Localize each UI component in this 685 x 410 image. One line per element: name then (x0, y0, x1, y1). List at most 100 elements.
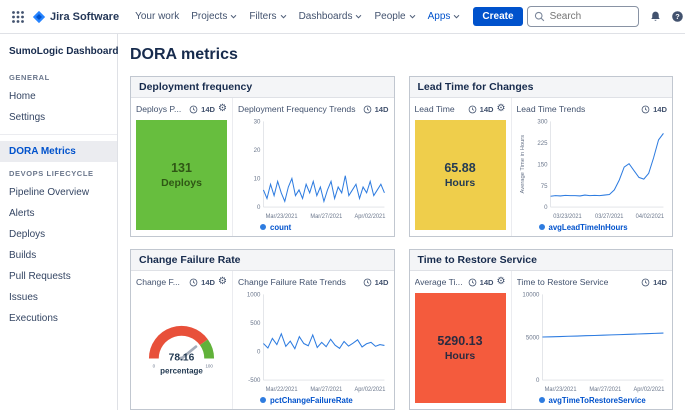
chart-title: Lead Time Trends (516, 104, 586, 114)
chart-title: Time to Restore Service (516, 277, 609, 287)
deployment-frequency-trends-chart: 0 10 20 30 Mar/23/2021 Mar/27/2021 Apr/02/2021 (254, 118, 386, 220)
svg-text:0: 0 (257, 204, 261, 211)
sidebar-item-builds[interactable]: Builds (9, 250, 37, 261)
clock-icon[interactable] (363, 105, 372, 114)
nav-label: Projects (191, 11, 228, 22)
gear-icon[interactable]: ⚙ (496, 103, 506, 114)
time-range-label[interactable]: 14D (479, 104, 494, 114)
legend-dot-icon (538, 224, 545, 230)
time-range-label[interactable]: 14D (479, 277, 494, 287)
app-name: Jira Software (50, 10, 120, 23)
svg-text:10: 10 (254, 176, 261, 183)
stat-column: Change F... 14D ⚙ 0 100 78.16 percentage (131, 271, 233, 409)
change-failure-rate-trends-chart: -500 0 500 1000 Mar/22/2021 Mar/27/2021 Apr/02… (247, 291, 386, 393)
clock-icon[interactable] (189, 278, 198, 287)
notifications-bell-icon[interactable] (646, 7, 666, 27)
clock-icon[interactable] (363, 278, 372, 287)
svg-text:Mar/27/2021: Mar/27/2021 (589, 387, 621, 393)
sidebar-heading-devops-lifecycle: DEVOPS LIFECYCLE (9, 169, 94, 178)
gauge-chart: 0 100 78.16 percentage (148, 325, 215, 376)
svg-text:Mar/23/2021: Mar/23/2021 (544, 387, 576, 393)
stat-title: Lead Time (414, 104, 455, 114)
legend-count[interactable]: count (238, 221, 389, 234)
sidebar-item-dora-metrics[interactable]: DORA Metrics (0, 141, 117, 162)
lead-time-stat-box: 65.88 Hours (414, 120, 506, 230)
svg-text:Average Time in Hours: Average Time in Hours (520, 135, 526, 194)
stat-column: Average Ti... 14D ⚙ 5290.13 Hours (410, 271, 512, 409)
clock-icon[interactable] (641, 278, 650, 287)
svg-text:04/02/2021: 04/02/2021 (635, 214, 663, 220)
legend-pct-change-failure-rate[interactable]: pctChangeFailureRate (238, 394, 389, 407)
nav-label: Your work (135, 11, 180, 22)
svg-text:Mar/27/2021: Mar/27/2021 (310, 214, 342, 220)
nav-filters[interactable]: Filters (243, 7, 292, 26)
time-range-label[interactable]: 14D (653, 104, 667, 114)
search-icon (534, 11, 545, 22)
panel-deployment-frequency: Deployment frequency Deploys P... 14D ⚙ … (130, 76, 395, 237)
sidebar-title: SumoLogic Dashboard (9, 46, 119, 57)
legend-label: avgTimeToRestoreService (548, 395, 646, 405)
clock-icon[interactable] (468, 105, 477, 114)
main-content: DORA metrics Deployment frequency Deploy… (118, 34, 685, 410)
svg-text:225: 225 (537, 140, 548, 147)
svg-text:10000: 10000 (522, 291, 539, 298)
time-range-label[interactable]: 14D (374, 277, 389, 287)
svg-text:03/23/2021: 03/23/2021 (553, 214, 581, 220)
svg-text:300: 300 (537, 118, 548, 125)
jira-logo[interactable]: Jira Software (30, 10, 127, 24)
svg-text:Apr/02/2021: Apr/02/2021 (633, 387, 664, 393)
gear-icon[interactable]: ⚙ (496, 276, 506, 287)
help-icon[interactable]: ? (668, 7, 685, 27)
nav-apps[interactable]: Apps (422, 7, 467, 26)
panel-title: Change Failure Rate (131, 250, 394, 271)
stat-column: Lead Time 14D ⚙ 65.88 Hours (410, 98, 512, 236)
legend-label: avgLeadTimeInHours (548, 222, 628, 232)
primary-nav: Your work Projects Filters Dashboards Pe… (129, 7, 466, 26)
stat-value: 5290.13 (437, 334, 483, 348)
sidebar-item-pipeline-overview[interactable]: Pipeline Overview (9, 187, 90, 198)
gear-icon[interactable]: ⚙ (218, 276, 227, 287)
svg-text:0: 0 (535, 377, 539, 384)
time-range-label[interactable]: 14D (201, 104, 216, 114)
lead-time-trends-chart: 0 75 150 225 300 03/23/2021 03/27/2021 04/02/20… (520, 118, 664, 220)
legend-avg-lead-time[interactable]: avgLeadTimeInHours (517, 221, 668, 234)
legend-dot-icon (260, 397, 266, 403)
create-button[interactable]: Create (473, 7, 523, 26)
clock-icon[interactable] (189, 105, 198, 114)
sidebar-item-executions[interactable]: Executions (9, 313, 58, 324)
nav-label: Dashboards (298, 11, 353, 22)
time-range-label[interactable]: 14D (374, 104, 389, 114)
svg-text:75: 75 (540, 183, 547, 190)
stat-title: Average Ti... (414, 277, 463, 287)
nav-dashboards[interactable]: Dashboards (293, 7, 369, 26)
sidebar-item-alerts[interactable]: Alerts (9, 208, 35, 219)
nav-people[interactable]: People (368, 7, 421, 26)
nav-projects[interactable]: Projects (185, 7, 243, 26)
svg-text:-500: -500 (248, 377, 261, 384)
gear-icon[interactable]: ⚙ (218, 103, 227, 114)
time-range-label[interactable]: 14D (201, 277, 216, 287)
sidebar-item-settings[interactable]: Settings (9, 112, 46, 123)
sidebar-heading-general: GENERAL (9, 73, 50, 82)
svg-text:0: 0 (544, 204, 548, 211)
search-input[interactable] (549, 11, 632, 22)
svg-text:78.16: 78.16 (169, 352, 195, 363)
nav-your-work[interactable]: Your work (129, 7, 185, 26)
time-range-label[interactable]: 14D (653, 277, 667, 287)
sidebar-item-deploys[interactable]: Deploys (9, 229, 46, 240)
svg-text:Apr/02/2021: Apr/02/2021 (354, 214, 385, 220)
sidebar-item-home[interactable]: Home (9, 91, 36, 102)
svg-text:Mar/22/2021: Mar/22/2021 (266, 387, 298, 393)
clock-icon[interactable] (641, 105, 650, 114)
sidebar-item-issues[interactable]: Issues (9, 292, 38, 303)
legend-avg-time-to-restore[interactable]: avgTimeToRestoreService (517, 394, 668, 407)
svg-text:30: 30 (254, 118, 261, 125)
app-switcher-icon[interactable] (8, 7, 28, 27)
search-box[interactable] (526, 6, 639, 27)
chart-column: Deployment Frequency Trends 14D 0 10 20 30 M… (233, 98, 394, 236)
clock-icon[interactable] (468, 278, 477, 287)
panel-lead-time-for-changes: Lead Time for Changes Lead Time 14D ⚙ 65… (408, 76, 673, 237)
sidebar-item-pull-requests[interactable]: Pull Requests (9, 271, 71, 282)
svg-text:5000: 5000 (525, 334, 539, 341)
stat-title: Change F... (136, 277, 180, 287)
